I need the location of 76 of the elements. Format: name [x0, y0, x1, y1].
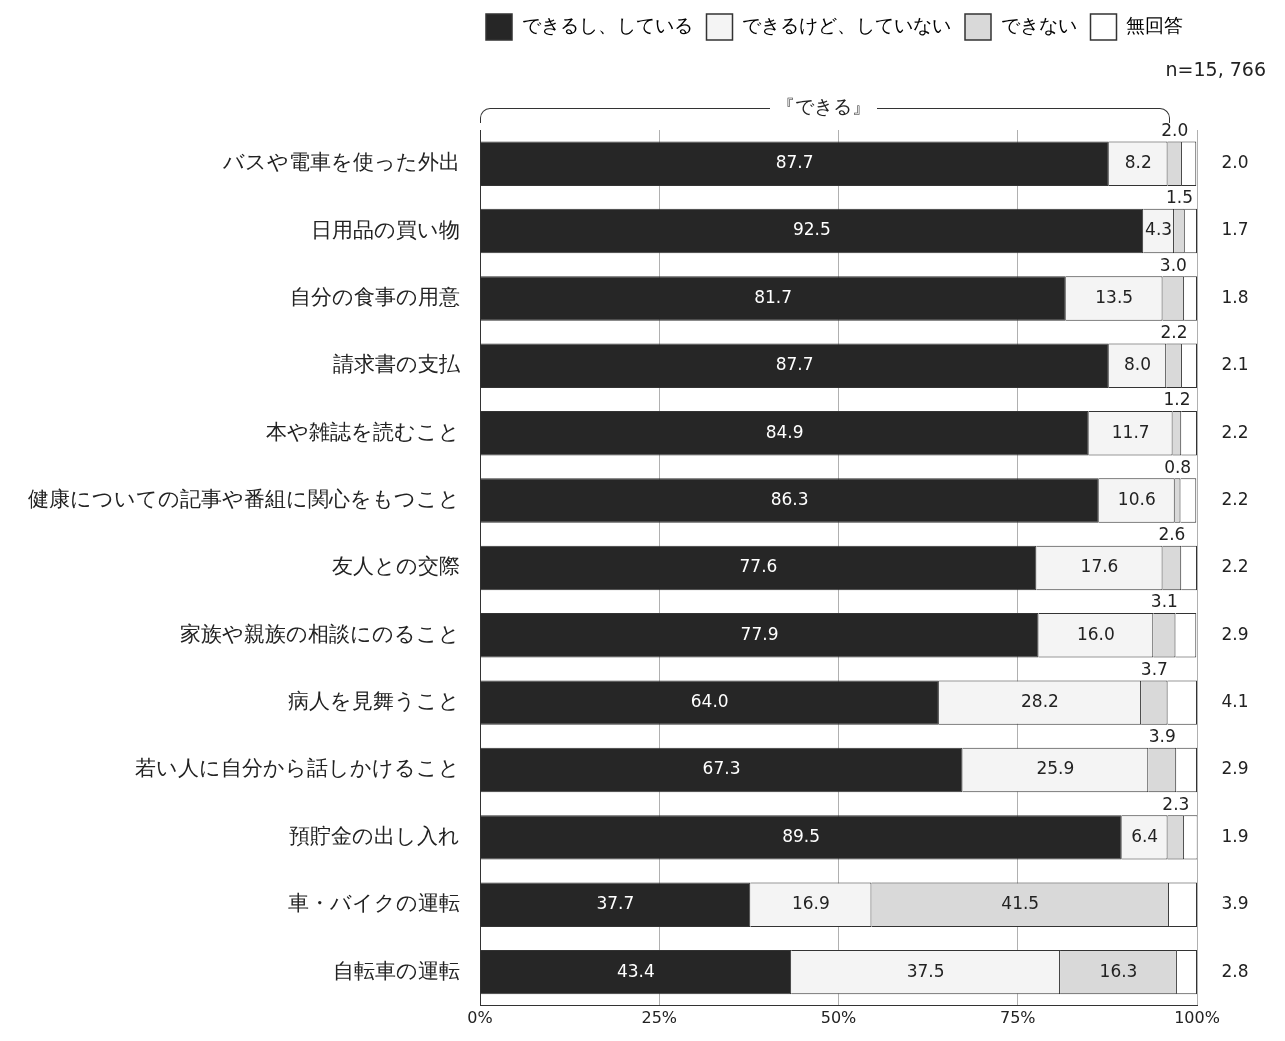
- data-label: 0.8: [1164, 456, 1192, 477]
- data-label: 3.9: [1221, 893, 1249, 914]
- data-label: 3.1: [1150, 591, 1178, 612]
- data-label: 4.1: [1221, 691, 1249, 712]
- data-label: 77.6: [739, 556, 778, 577]
- x-tick-label: 75%: [999, 1007, 1036, 1027]
- data-label: 2.2: [1160, 321, 1188, 342]
- data-label: 25.9: [1036, 758, 1075, 779]
- data-label: 67.3: [702, 758, 741, 779]
- data-label: 92.5: [792, 219, 831, 240]
- data-label: 13.5: [1095, 286, 1134, 307]
- y-tick-label: 本や雑誌を読むこと: [266, 419, 460, 444]
- data-label: 2.3: [1162, 793, 1190, 814]
- y-tick-label: 家族や親族の相談にのること: [180, 621, 460, 646]
- data-label: 10.6: [1117, 488, 1156, 509]
- data-label: 4.3: [1145, 219, 1173, 240]
- y-tick-label: 健康についての記事や番組に関心をもつこと: [28, 486, 460, 511]
- data-label: 64.0: [690, 691, 729, 712]
- data-label: 1.2: [1163, 389, 1191, 410]
- legend-label: できるけど、していない: [742, 13, 951, 36]
- data-label: 84.9: [765, 421, 804, 442]
- data-label: 2.2: [1221, 488, 1249, 509]
- legend-label: 無回答: [1126, 13, 1183, 36]
- data-label: 2.1: [1221, 354, 1249, 375]
- data-label: 89.5: [782, 825, 821, 846]
- text: 『できる』: [770, 94, 878, 120]
- x-tick-label: 25%: [641, 1007, 678, 1027]
- data-label: 3.0: [1159, 254, 1187, 275]
- y-tick-label: 日用品の買い物: [311, 217, 460, 242]
- data-label: 17.6: [1080, 556, 1119, 577]
- data-label: 6.4: [1131, 825, 1159, 846]
- data-label: 41.5: [1001, 893, 1040, 914]
- data-label: 81.7: [754, 286, 793, 307]
- data-label: 87.7: [775, 152, 814, 173]
- data-label: 37.5: [906, 960, 945, 981]
- x-tick-label: 100%: [1174, 1007, 1220, 1027]
- data-label: 1.7: [1221, 219, 1249, 240]
- y-tick-label: 車・バイクの運転: [288, 891, 460, 916]
- data-label: 3.7: [1140, 658, 1168, 679]
- data-label: 2.8: [1221, 960, 1249, 981]
- y-tick-label: 若い人に自分から話しかけること: [135, 756, 460, 781]
- legend-label: できるし、している: [521, 13, 693, 36]
- x-tick-label: 50%: [820, 1007, 857, 1027]
- data-label: 8.2: [1124, 152, 1152, 173]
- x-tick-label: 0%: [467, 1007, 493, 1027]
- text: n=15, 766: [1159, 58, 1272, 80]
- y-tick-label: 友人との交際: [332, 554, 460, 579]
- y-tick-label: 自転車の運転: [333, 958, 460, 983]
- data-label: 77.9: [740, 623, 779, 644]
- data-label: 28.2: [1021, 691, 1059, 712]
- data-label: 43.4: [616, 960, 655, 981]
- data-label: 1.9: [1221, 825, 1249, 846]
- data-label: 37.7: [596, 893, 635, 914]
- data-label: 11.7: [1111, 421, 1150, 442]
- data-label: 2.2: [1221, 556, 1249, 577]
- data-label: 87.7: [775, 354, 814, 375]
- data-label: 2.0: [1221, 152, 1249, 173]
- data-label: 3.9: [1148, 726, 1176, 747]
- data-label: 2.9: [1221, 758, 1249, 779]
- data-label: 1.8: [1221, 286, 1249, 307]
- y-tick-label: 自分の食事の用意: [290, 284, 460, 309]
- data-label: 2.0: [1161, 119, 1189, 140]
- data-label: 16.9: [791, 893, 830, 914]
- data-label: 8.0: [1123, 354, 1152, 375]
- y-tick-label: 請求書の支払: [333, 352, 461, 377]
- data-label: 1.5: [1165, 187, 1193, 208]
- y-tick-label: 病人を見舞うこと: [288, 689, 460, 714]
- data-label: 16.0: [1076, 623, 1115, 644]
- y-tick-label: 預貯金の出し入れ: [289, 823, 460, 848]
- data-label: 16.3: [1099, 960, 1138, 981]
- data-label: 2.9: [1221, 623, 1249, 644]
- data-label: 2.6: [1158, 524, 1186, 545]
- y-tick-label: バスや電車を使った外出: [222, 150, 460, 175]
- data-label: 86.3: [770, 488, 809, 509]
- data-label: 2.2: [1221, 421, 1249, 442]
- legend-label: できない: [1000, 13, 1077, 36]
